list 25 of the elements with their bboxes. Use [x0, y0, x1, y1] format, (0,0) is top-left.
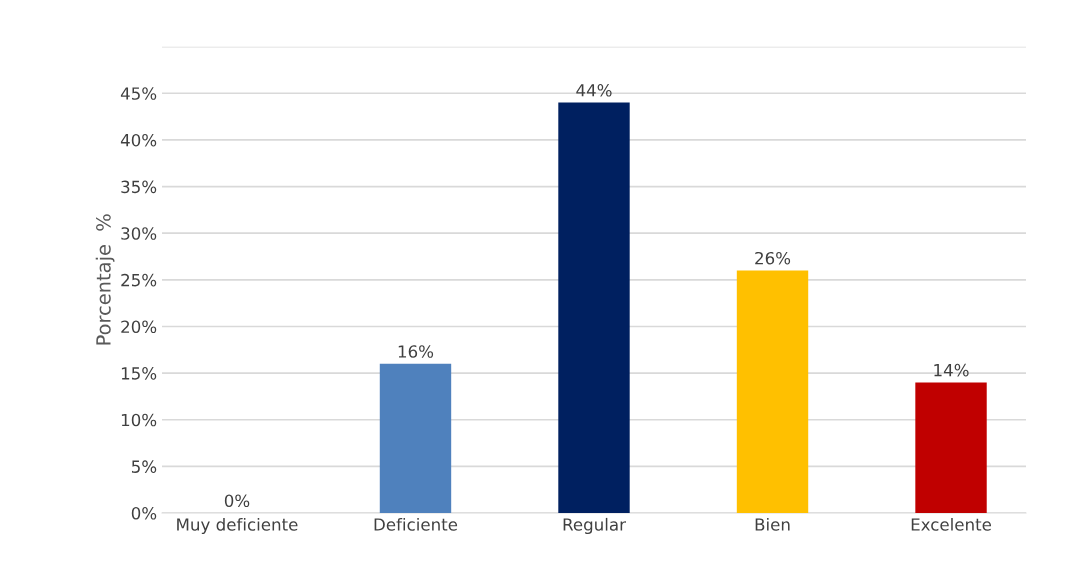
x-tick-label: Muy deficiente: [177, 517, 298, 535]
bar: [558, 102, 630, 514]
y-tick-label: 35%: [121, 180, 157, 194]
data-label: 26%: [755, 251, 791, 265]
x-tick-label: Bien: [755, 517, 790, 531]
bar: [736, 270, 809, 514]
y-tick-label: 15%: [121, 367, 157, 380]
x-tick-label: Deficiente: [374, 517, 458, 531]
bar: [379, 363, 452, 514]
x-tick-label: Regular: [563, 517, 626, 535]
x-tick-label: Excelente: [911, 517, 992, 531]
bar: [915, 382, 987, 514]
data-label: 0%: [224, 494, 250, 508]
y-tick-label: 40%: [120, 133, 157, 147]
y-tick-label: 25%: [121, 273, 157, 287]
y-tick-label: 20%: [121, 320, 157, 334]
data-label: 16%: [398, 345, 434, 358]
y-tick-label: 10%: [121, 413, 157, 427]
y-axis-title: Porcentaje %: [95, 214, 115, 345]
data-label: 44%: [576, 83, 612, 97]
y-tick-label: 30%: [121, 227, 157, 240]
data-label: 14%: [934, 363, 969, 377]
y-tick-label: 0%: [131, 507, 157, 520]
y-tick-label: 5%: [131, 460, 157, 473]
y-tick-label: 45%: [120, 87, 157, 100]
